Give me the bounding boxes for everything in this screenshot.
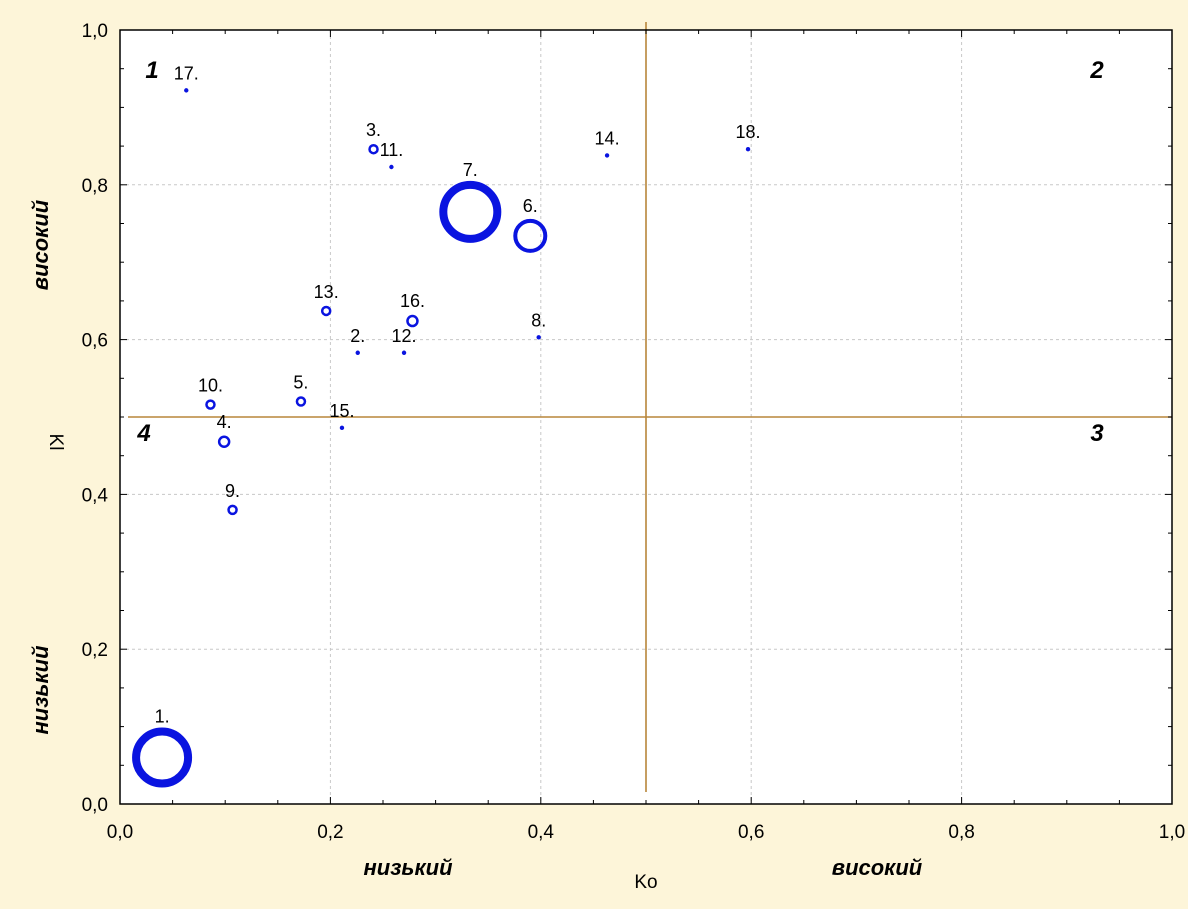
y-tick-label: 0,4 [82, 485, 109, 506]
point-label: 3. [366, 120, 381, 140]
y-tick-label: 0,6 [82, 331, 108, 352]
scatter-point [295, 396, 307, 407]
point-label: 18. [736, 122, 761, 142]
quadrant-2-label: 2 [1089, 57, 1104, 84]
scatter-point [217, 435, 231, 449]
scatter-point [745, 146, 751, 152]
scatter-point [439, 180, 502, 243]
x-tick-label: 0,8 [948, 822, 974, 843]
scatter-point [389, 164, 394, 170]
data-points [132, 88, 751, 788]
y-zone-low-label: низький [28, 645, 53, 735]
point-label: 14. [595, 128, 620, 148]
x-tick-label: 0,6 [738, 822, 764, 843]
scatter-point [401, 350, 407, 355]
point-label: 5. [293, 373, 308, 393]
point-label: 15. [329, 401, 354, 421]
x-tick-label: 0,0 [107, 822, 133, 843]
quadrant-3-label: 3 [1090, 420, 1104, 447]
scatter-point [227, 504, 238, 516]
scatter-point [513, 218, 548, 253]
x-tick-label: 0,2 [317, 822, 343, 843]
quadrant-4-label: 4 [136, 420, 150, 447]
point-label: 2. [350, 326, 365, 346]
point-label: 1. [155, 707, 170, 727]
y-axis-title: Kl [45, 434, 66, 451]
point-label: 10. [198, 376, 223, 396]
x-axis-title: Ko [634, 872, 657, 893]
scatter-point [536, 335, 541, 340]
scatter-point [205, 399, 216, 410]
x-tick-labels: 0,0 0,2 0,4 0,6 0,8 1,0 [107, 822, 1185, 843]
point-label: 8. [531, 310, 546, 330]
axis-ticks [119, 29, 1173, 805]
scatter-point [604, 153, 610, 158]
x-zone-low-label: низький [363, 855, 453, 880]
y-tick-label: 0,2 [82, 640, 108, 661]
point-labels: 1. 2. 3. 4. 5. 6. 7. 8. 9. 10. 11. 12. 13. 14. 15. 16. 1… [155, 63, 761, 726]
scatter-point [355, 350, 360, 355]
x-tick-label: 0,4 [528, 822, 555, 843]
point-label: 11. [380, 140, 404, 160]
y-tick-label: 0,0 [82, 795, 108, 816]
x-zone-high-label: високий [832, 855, 923, 880]
y-zone-high-label: високий [28, 199, 53, 290]
y-tick-label: 1,0 [82, 21, 108, 42]
point-label: 6. [523, 196, 538, 216]
scatter-point [339, 425, 345, 431]
scatter-point [184, 88, 189, 93]
scatter-point [132, 727, 193, 788]
scatter-point [320, 305, 332, 317]
scatter-point [406, 314, 419, 328]
point-label: 4. [217, 412, 232, 432]
y-tick-labels: 0,0 0,2 0,4 0,6 0,8 1,0 [82, 21, 109, 816]
point-label: 16. [400, 291, 425, 311]
point-label: 7. [463, 160, 478, 180]
scatter-point [368, 143, 379, 155]
point-label: 17. [174, 63, 199, 83]
x-tick-label: 1,0 [1159, 822, 1185, 843]
quadrant-dividers [128, 22, 1172, 792]
y-tick-label: 0,8 [82, 176, 108, 197]
point-label: 13. [314, 282, 339, 302]
point-label: 9. [225, 481, 240, 501]
point-label: 12. [392, 326, 417, 346]
quadrant-1-label: 1 [145, 57, 158, 84]
